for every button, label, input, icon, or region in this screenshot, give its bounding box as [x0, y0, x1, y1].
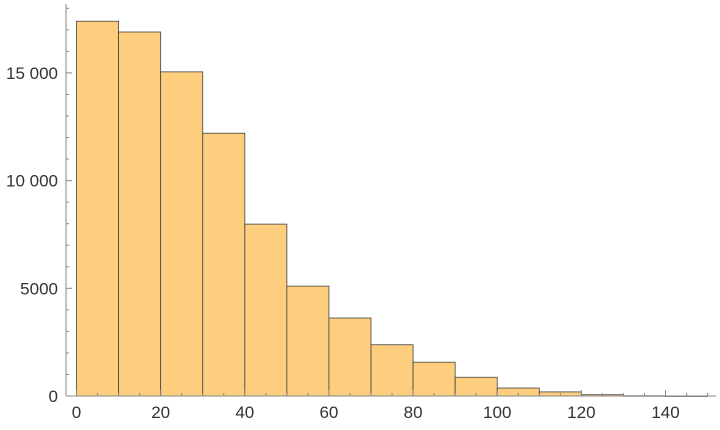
y-tick-label: 10 000: [6, 172, 58, 191]
x-tick-label: 20: [151, 403, 170, 422]
x-tick-label: 100: [483, 403, 511, 422]
x-tick-label: 0: [72, 403, 81, 422]
histogram-bar: [244, 223, 288, 397]
x-tick-label: 120: [567, 403, 595, 422]
x-tick-label: 140: [651, 403, 679, 422]
bars-group: [76, 20, 708, 397]
histogram-bar: [118, 31, 162, 397]
histogram-bar: [286, 285, 330, 397]
histogram-bar: [328, 317, 372, 397]
histogram-bar: [202, 132, 246, 397]
y-tick-label: 15 000: [6, 64, 58, 83]
x-tick-label: 40: [235, 403, 254, 422]
y-tick-label: 0: [49, 387, 58, 406]
histogram-bar: [412, 361, 456, 397]
histogram-bar: [370, 344, 414, 397]
x-tick-label: 60: [319, 403, 338, 422]
y-tick-label: 5000: [20, 279, 58, 298]
histogram-bar: [76, 20, 119, 397]
axes-group: 0 20 40 60 80 100 120 140 0 5000 10 000 15 000: [6, 4, 716, 422]
histogram-bar: [160, 71, 204, 397]
x-tick-label: 80: [404, 403, 423, 422]
